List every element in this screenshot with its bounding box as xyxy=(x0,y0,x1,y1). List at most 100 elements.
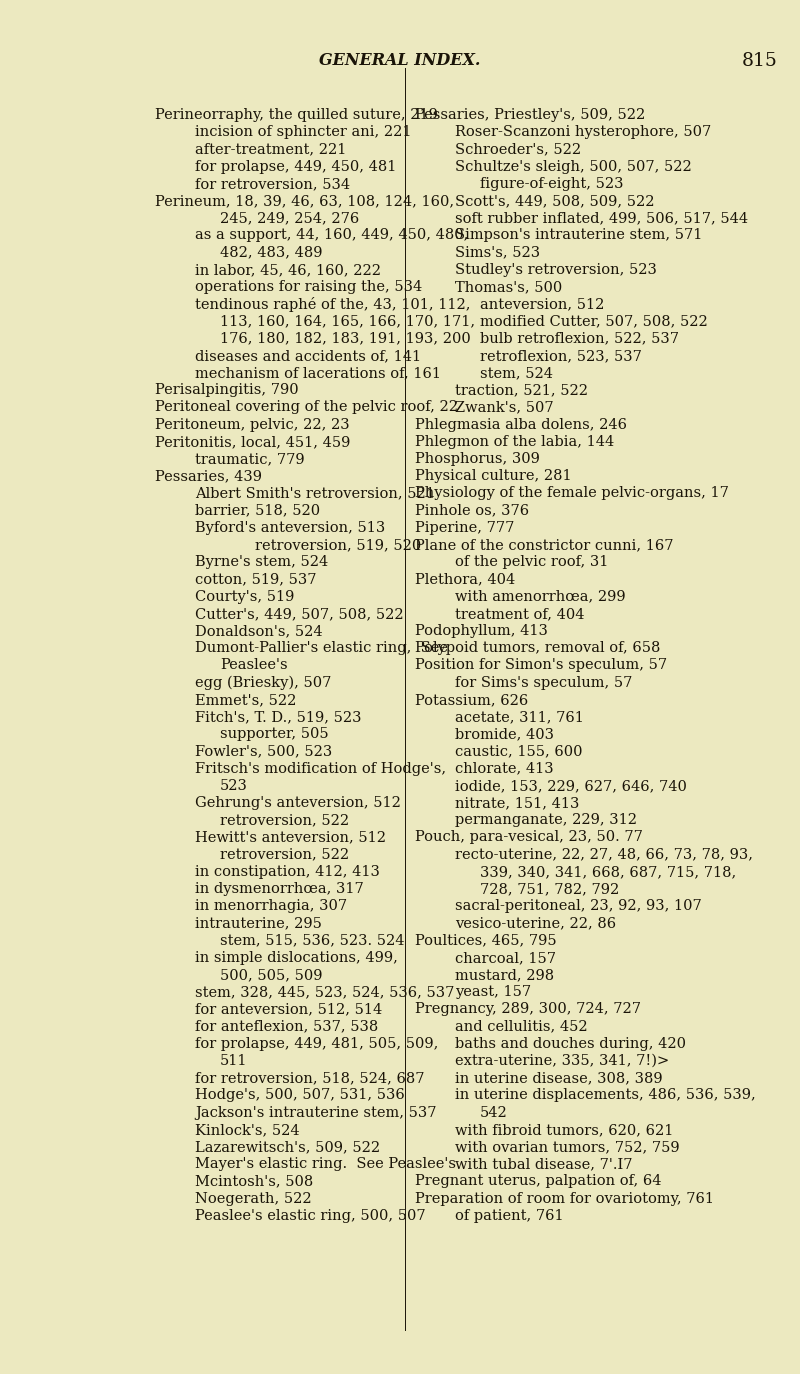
Text: Zwank's, 507: Zwank's, 507 xyxy=(455,400,554,415)
Text: Emmet's, 522: Emmet's, 522 xyxy=(195,692,296,706)
Text: Piperine, 777: Piperine, 777 xyxy=(415,521,514,534)
Text: Lazarewitsch's, 509, 522: Lazarewitsch's, 509, 522 xyxy=(195,1140,380,1154)
Text: Peaslee's elastic ring, 500, 507: Peaslee's elastic ring, 500, 507 xyxy=(195,1209,426,1223)
Text: traction, 521, 522: traction, 521, 522 xyxy=(455,383,588,397)
Text: Pessaries, Priestley's, 509, 522: Pessaries, Priestley's, 509, 522 xyxy=(415,109,646,122)
Text: Poultices, 465, 795: Poultices, 465, 795 xyxy=(415,933,557,948)
Text: Sims's, 523: Sims's, 523 xyxy=(455,246,540,260)
Text: Albert Smith's retroversion, 521: Albert Smith's retroversion, 521 xyxy=(195,486,435,500)
Text: intrauterine, 295: intrauterine, 295 xyxy=(195,916,322,930)
Text: 176, 180, 182, 183, 191, 193, 200: 176, 180, 182, 183, 191, 193, 200 xyxy=(220,331,470,346)
Text: mustard, 298: mustard, 298 xyxy=(455,969,554,982)
Text: Plane of the constrictor cunni, 167: Plane of the constrictor cunni, 167 xyxy=(415,539,674,552)
Text: Polypoid tumors, removal of, 658: Polypoid tumors, removal of, 658 xyxy=(415,642,660,655)
Text: Fritsch's modification of Hodge's,: Fritsch's modification of Hodge's, xyxy=(195,761,446,775)
Text: with amenorrhœa, 299: with amenorrhœa, 299 xyxy=(455,589,626,603)
Text: Pregnant uterus, palpation of, 64: Pregnant uterus, palpation of, 64 xyxy=(415,1175,662,1189)
Text: bromide, 403: bromide, 403 xyxy=(455,727,554,741)
Text: Hodge's, 500, 507, 531, 536: Hodge's, 500, 507, 531, 536 xyxy=(195,1088,405,1102)
Text: 113, 160, 164, 165, 166, 170, 171,: 113, 160, 164, 165, 166, 170, 171, xyxy=(220,315,475,328)
Text: GENERAL INDEX.: GENERAL INDEX. xyxy=(319,52,481,69)
Text: Schultze's sleigh, 500, 507, 522: Schultze's sleigh, 500, 507, 522 xyxy=(455,159,692,173)
Text: baths and douches during, 420: baths and douches during, 420 xyxy=(455,1037,686,1051)
Text: figure-of-eight, 523: figure-of-eight, 523 xyxy=(480,177,623,191)
Text: Phlegmon of the labia, 144: Phlegmon of the labia, 144 xyxy=(415,434,614,449)
Text: Mcintosh's, 508: Mcintosh's, 508 xyxy=(195,1175,314,1189)
Text: cotton, 519, 537: cotton, 519, 537 xyxy=(195,573,317,587)
Text: Phlegmasia alba dolens, 246: Phlegmasia alba dolens, 246 xyxy=(415,418,627,431)
Text: Peaslee's: Peaslee's xyxy=(220,658,288,672)
Text: modified Cutter, 507, 508, 522: modified Cutter, 507, 508, 522 xyxy=(480,315,708,328)
Text: with tubal disease, 7'.I7: with tubal disease, 7'.I7 xyxy=(455,1157,633,1171)
Text: Phosphorus, 309: Phosphorus, 309 xyxy=(415,452,540,466)
Text: Peritonitis, local, 451, 459: Peritonitis, local, 451, 459 xyxy=(155,434,350,449)
Text: anteversion, 512: anteversion, 512 xyxy=(480,297,604,311)
Text: Dumont-Pallier's elastic ring,  See: Dumont-Pallier's elastic ring, See xyxy=(195,642,448,655)
Text: Physiology of the female pelvic-organs, 17: Physiology of the female pelvic-organs, … xyxy=(415,486,729,500)
Text: Pouch, para-vesical, 23, 50. 77: Pouch, para-vesical, 23, 50. 77 xyxy=(415,830,643,845)
Text: acetate, 311, 761: acetate, 311, 761 xyxy=(455,710,584,724)
Text: stem, 515, 536, 523. 524: stem, 515, 536, 523. 524 xyxy=(220,933,405,948)
Text: for prolapse, 449, 450, 481: for prolapse, 449, 450, 481 xyxy=(195,159,396,173)
Text: Fitch's, T. D., 519, 523: Fitch's, T. D., 519, 523 xyxy=(195,710,362,724)
Text: stem, 328, 445, 523, 524, 536, 537: stem, 328, 445, 523, 524, 536, 537 xyxy=(195,985,454,999)
Text: yeast, 157: yeast, 157 xyxy=(455,985,531,999)
Text: permanganate, 229, 312: permanganate, 229, 312 xyxy=(455,813,637,827)
Text: 500, 505, 509: 500, 505, 509 xyxy=(220,969,322,982)
Text: iodide, 153, 229, 627, 646, 740: iodide, 153, 229, 627, 646, 740 xyxy=(455,779,687,793)
Text: Pessaries, 439: Pessaries, 439 xyxy=(155,469,262,484)
Text: for anteflexion, 537, 538: for anteflexion, 537, 538 xyxy=(195,1020,378,1033)
Text: Preparation of room for ovariotomy, 761: Preparation of room for ovariotomy, 761 xyxy=(415,1191,714,1205)
Text: 728, 751, 782, 792: 728, 751, 782, 792 xyxy=(480,882,619,896)
Text: retroversion, 522: retroversion, 522 xyxy=(220,848,349,861)
Text: and cellulitis, 452: and cellulitis, 452 xyxy=(455,1020,588,1033)
Text: retroversion, 522: retroversion, 522 xyxy=(220,813,349,827)
Text: charcoal, 157: charcoal, 157 xyxy=(455,951,556,965)
Text: Courty's, 519: Courty's, 519 xyxy=(195,589,294,603)
Text: Studley's retroversion, 523: Studley's retroversion, 523 xyxy=(455,262,657,276)
Text: Kinlock's, 524: Kinlock's, 524 xyxy=(195,1123,300,1136)
Text: in uterine displacements, 486, 536, 539,: in uterine displacements, 486, 536, 539, xyxy=(455,1088,756,1102)
Text: in simple dislocations, 499,: in simple dislocations, 499, xyxy=(195,951,398,965)
Text: Perisalpingitis, 790: Perisalpingitis, 790 xyxy=(155,383,298,397)
Text: Byrne's stem, 524: Byrne's stem, 524 xyxy=(195,555,328,569)
Text: for Sims's speculum, 57: for Sims's speculum, 57 xyxy=(455,676,632,690)
Text: tendinous raphé of the, 43, 101, 112,: tendinous raphé of the, 43, 101, 112, xyxy=(195,297,470,312)
Text: Thomas's, 500: Thomas's, 500 xyxy=(455,280,562,294)
Text: sacral-peritoneal, 23, 92, 93, 107: sacral-peritoneal, 23, 92, 93, 107 xyxy=(455,899,702,914)
Text: with ovarian tumors, 752, 759: with ovarian tumors, 752, 759 xyxy=(455,1140,680,1154)
Text: nitrate, 151, 413: nitrate, 151, 413 xyxy=(455,796,579,811)
Text: in constipation, 412, 413: in constipation, 412, 413 xyxy=(195,864,380,879)
Text: caustic, 155, 600: caustic, 155, 600 xyxy=(455,745,582,758)
Text: 482, 483, 489: 482, 483, 489 xyxy=(220,246,322,260)
Text: bulb retroflexion, 522, 537: bulb retroflexion, 522, 537 xyxy=(480,331,679,346)
Text: extra-uterine, 335, 341, 7!)>: extra-uterine, 335, 341, 7!)> xyxy=(455,1054,670,1068)
Text: vesico-uterine, 22, 86: vesico-uterine, 22, 86 xyxy=(455,916,616,930)
Text: 339, 340, 341, 668, 687, 715, 718,: 339, 340, 341, 668, 687, 715, 718, xyxy=(480,864,736,879)
Text: with fibroid tumors, 620, 621: with fibroid tumors, 620, 621 xyxy=(455,1123,674,1136)
Text: retroversion, 519, 520: retroversion, 519, 520 xyxy=(255,539,422,552)
Text: Jackson's intrauterine stem, 537: Jackson's intrauterine stem, 537 xyxy=(195,1106,437,1120)
Text: Byford's anteversion, 513: Byford's anteversion, 513 xyxy=(195,521,386,534)
Text: barrier, 518, 520: barrier, 518, 520 xyxy=(195,504,320,518)
Text: in menorrhagia, 307: in menorrhagia, 307 xyxy=(195,899,347,914)
Text: Fowler's, 500, 523: Fowler's, 500, 523 xyxy=(195,745,332,758)
Text: Physical culture, 281: Physical culture, 281 xyxy=(415,469,572,484)
Text: Simpson's intrauterine stem, 571: Simpson's intrauterine stem, 571 xyxy=(455,228,702,242)
Text: for retroversion, 534: for retroversion, 534 xyxy=(195,177,350,191)
Text: traumatic, 779: traumatic, 779 xyxy=(195,452,305,466)
Text: 523: 523 xyxy=(220,779,248,793)
Text: Noegerath, 522: Noegerath, 522 xyxy=(195,1191,312,1205)
Text: of patient, 761: of patient, 761 xyxy=(455,1209,564,1223)
Text: for anteversion, 512, 514: for anteversion, 512, 514 xyxy=(195,1003,382,1017)
Text: Scott's, 449, 508, 509, 522: Scott's, 449, 508, 509, 522 xyxy=(455,194,654,207)
Text: supporter, 505: supporter, 505 xyxy=(220,727,329,741)
Text: in labor, 45, 46, 160, 222: in labor, 45, 46, 160, 222 xyxy=(195,262,381,276)
Text: for retroversion, 518, 524, 687: for retroversion, 518, 524, 687 xyxy=(195,1072,425,1085)
Text: 542: 542 xyxy=(480,1106,508,1120)
Text: diseases and accidents of, 141: diseases and accidents of, 141 xyxy=(195,349,421,363)
Text: Gehrung's anteversion, 512: Gehrung's anteversion, 512 xyxy=(195,796,401,811)
Text: in dysmenorrhœa, 317: in dysmenorrhœa, 317 xyxy=(195,882,364,896)
Text: stem, 524: stem, 524 xyxy=(480,365,553,381)
Text: 245, 249, 254, 276: 245, 249, 254, 276 xyxy=(220,212,359,225)
